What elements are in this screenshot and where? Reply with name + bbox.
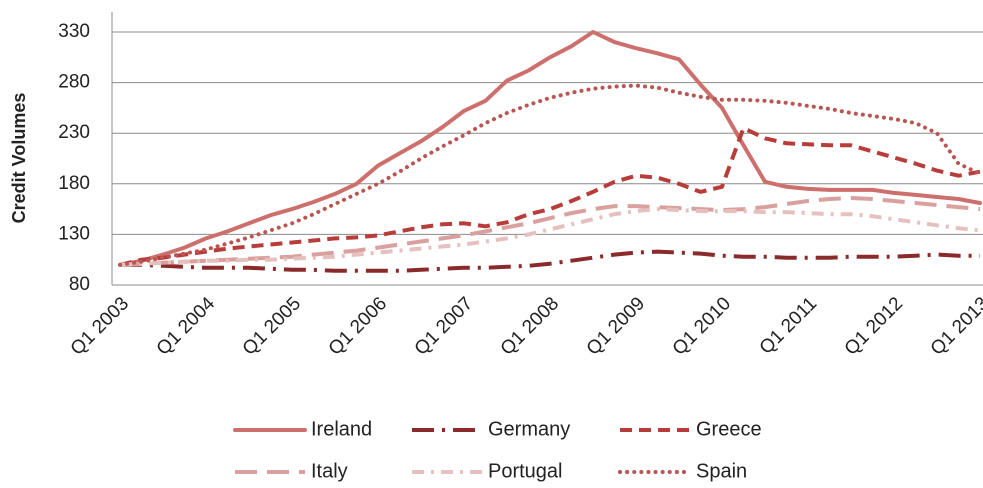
series-line [118, 30, 982, 267]
x-tick-label: Q1 2005 [239, 293, 305, 359]
series-line [119, 196, 981, 267]
series-line [119, 126, 981, 267]
x-tick-label: Q1 2007 [411, 293, 477, 359]
x-tick-label: Q1 2013 [927, 293, 983, 359]
x-tick-label: Q1 2012 [841, 293, 907, 359]
y-tick-label: 180 [58, 173, 90, 194]
legend-label: Germany [488, 418, 570, 440]
x-tick-label: Q1 2009 [583, 293, 649, 359]
x-tick-label: Q1 2008 [497, 293, 563, 359]
y-tick-label: 130 [58, 223, 90, 244]
y-tick-label: 230 [58, 122, 90, 143]
legend-label: Ireland [311, 418, 372, 440]
x-tick-label: Q1 2010 [669, 293, 735, 359]
series-line [118, 83, 982, 267]
x-tick-label: Q1 2004 [153, 293, 220, 360]
legend-label: Greece [696, 418, 762, 440]
legend-label: Portugal [488, 460, 563, 482]
x-tick-label: Q1 2003 [67, 293, 133, 359]
x-tick-label: Q1 2006 [325, 293, 391, 359]
legend-label: Italy [311, 460, 348, 482]
y-tick-label: 80 [69, 274, 90, 295]
y-tick-label: 280 [58, 72, 90, 93]
legend-label: Spain [696, 460, 747, 482]
y-axis-title: Credit Volumes [9, 93, 29, 224]
y-tick-label: 330 [58, 21, 90, 42]
series-line [120, 249, 980, 273]
x-tick-label: Q1 2011 [756, 293, 821, 358]
